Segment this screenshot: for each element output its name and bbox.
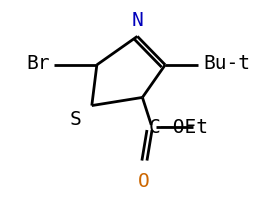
Text: C: C xyxy=(149,118,161,137)
Text: Bu-t: Bu-t xyxy=(203,54,250,73)
Text: —OEt: —OEt xyxy=(161,118,208,137)
Text: Br: Br xyxy=(26,54,50,73)
Text: S: S xyxy=(70,109,82,128)
Text: O: O xyxy=(138,171,150,190)
Text: N: N xyxy=(132,11,143,30)
